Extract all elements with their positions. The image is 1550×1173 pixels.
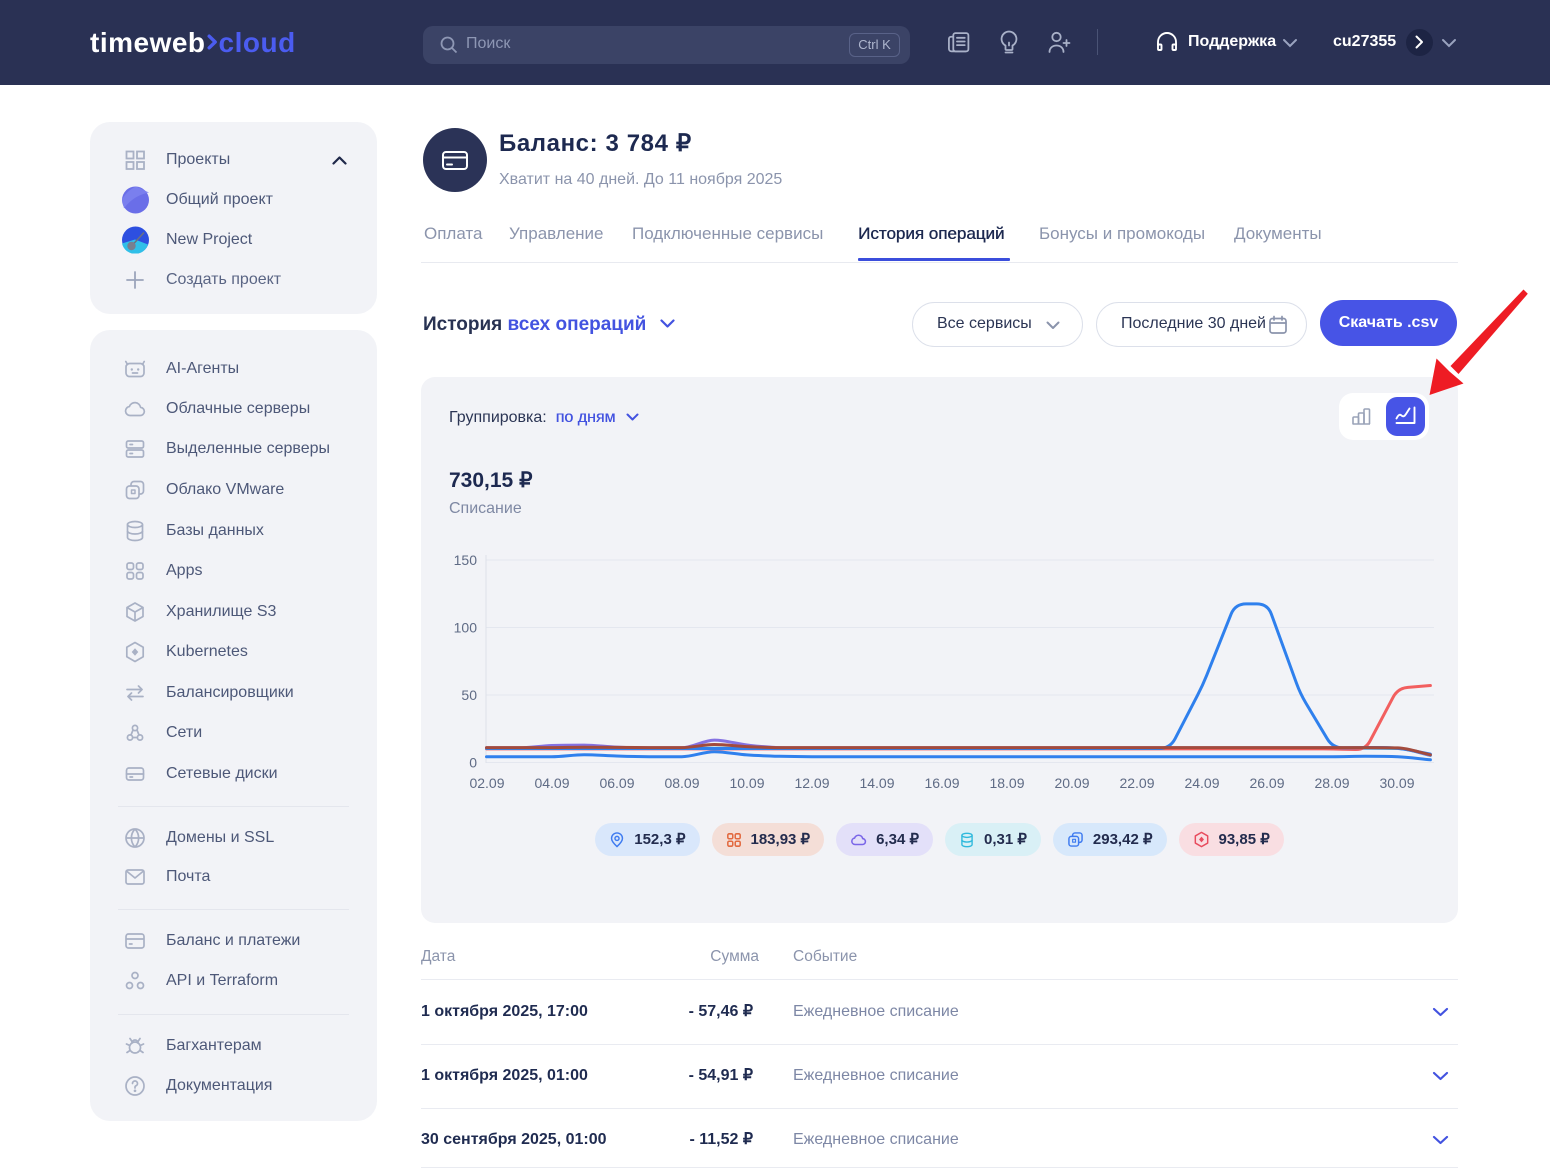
- svg-text:100: 100: [454, 620, 478, 636]
- svg-text:26.09: 26.09: [1249, 775, 1284, 791]
- svg-text:16.09: 16.09: [924, 775, 959, 791]
- svg-text:02.09: 02.09: [469, 775, 504, 791]
- svg-text:18.09: 18.09: [989, 775, 1024, 791]
- svg-text:28.09: 28.09: [1314, 775, 1349, 791]
- svg-text:08.09: 08.09: [664, 775, 699, 791]
- svg-text:20.09: 20.09: [1054, 775, 1089, 791]
- svg-text:22.09: 22.09: [1119, 775, 1154, 791]
- svg-text:12.09: 12.09: [794, 775, 829, 791]
- svg-text:150: 150: [454, 552, 478, 568]
- svg-text:10.09: 10.09: [729, 775, 764, 791]
- svg-text:30.09: 30.09: [1379, 775, 1414, 791]
- svg-text:06.09: 06.09: [599, 775, 634, 791]
- svg-text:0: 0: [469, 755, 477, 771]
- svg-text:50: 50: [461, 687, 477, 703]
- svg-text:24.09: 24.09: [1184, 775, 1219, 791]
- svg-text:04.09: 04.09: [534, 775, 569, 791]
- svg-text:14.09: 14.09: [859, 775, 894, 791]
